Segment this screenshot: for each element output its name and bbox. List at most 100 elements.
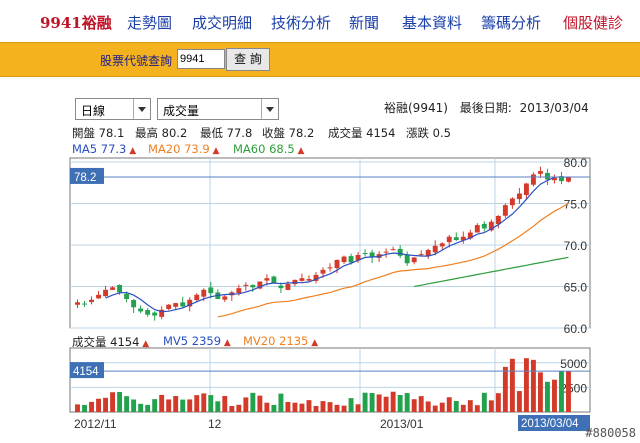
volume-bar <box>397 395 403 412</box>
last-date: 2013/03/04 <box>519 101 589 115</box>
volume-bar <box>552 379 557 412</box>
stock-name-code: 裕融(9941) <box>384 101 448 115</box>
candle-body <box>552 177 557 181</box>
volume-bar <box>537 372 543 412</box>
volume-bar <box>327 402 333 412</box>
stat-low: 最低 77.8 <box>200 126 253 140</box>
candle-body <box>327 267 333 269</box>
volume-bar <box>502 366 508 412</box>
nav-trade-detail[interactable]: 成交明細 <box>192 14 253 32</box>
date-marker: 2013/03/04 <box>521 418 579 430</box>
volume-bar <box>215 401 221 412</box>
candle-body <box>425 249 431 256</box>
volume-bar <box>82 404 87 412</box>
volume-bar <box>404 393 410 412</box>
volume-bar <box>299 403 305 412</box>
volume-bar <box>341 405 347 412</box>
volume-bar <box>229 405 235 412</box>
candle-body <box>467 232 473 239</box>
candle-body <box>173 303 179 307</box>
candle-body <box>131 300 137 308</box>
volume-bar <box>460 404 466 412</box>
volume-bar <box>264 402 270 412</box>
candle-body <box>397 248 403 256</box>
nav-stock-title[interactable]: 9941裕融 <box>40 14 112 32</box>
candle-body <box>187 299 193 307</box>
candle-body <box>404 254 410 264</box>
volume-bar <box>180 399 186 412</box>
volume-marker-box <box>70 362 104 379</box>
volume-bar <box>257 395 263 412</box>
candle-body <box>159 309 165 317</box>
candle-body <box>495 215 501 225</box>
volume-bar <box>467 400 473 412</box>
price-tick-label: 75.0 <box>564 198 588 212</box>
candle-body <box>537 171 543 174</box>
candle-body <box>453 237 459 241</box>
volume-bar <box>306 400 312 412</box>
volume-bar <box>313 405 319 412</box>
candle-body <box>103 289 109 297</box>
indicator-select-value: 成交量 <box>163 104 200 118</box>
volume-bar <box>376 394 382 412</box>
candle-body <box>566 176 571 182</box>
price-tick-label: 70.0 <box>564 239 588 253</box>
nav-news[interactable]: 新聞 <box>349 14 380 32</box>
candle-body <box>180 302 186 307</box>
query-button[interactable]: 查 詢 <box>226 48 270 71</box>
volume-bar <box>530 359 536 412</box>
stock-header: 裕融(9941) 最後日期: 2013/03/04 <box>384 99 589 116</box>
candle-body <box>355 254 361 261</box>
candle-body <box>201 289 207 297</box>
period-select[interactable]: 日線 <box>75 98 151 120</box>
candle-body <box>285 284 291 290</box>
stock-code-input[interactable] <box>177 49 225 69</box>
candle-body <box>110 287 116 290</box>
price-tick-label: 80.0 <box>564 156 588 170</box>
volume-bar <box>488 400 494 412</box>
volume-tick-label: 5000 <box>560 357 587 371</box>
candle-body <box>264 278 270 281</box>
candle-body <box>313 274 319 281</box>
volume-bar <box>411 399 417 412</box>
candle-body <box>299 278 305 281</box>
mv20-legend: MV20 2135 ▲ <box>243 334 319 348</box>
volume-marker: 4154 <box>73 366 99 378</box>
candle-body <box>523 183 529 195</box>
volume-bar <box>166 399 172 412</box>
candle-body <box>530 174 536 185</box>
candle-body <box>75 302 80 305</box>
volume-bar <box>285 401 291 412</box>
candle-body <box>460 236 466 241</box>
volume-bar <box>208 395 214 412</box>
last-date-label: 最後日期: <box>459 101 512 115</box>
nav-chip-analysis[interactable]: 籌碼分析 <box>481 14 542 32</box>
candle-body <box>334 259 340 269</box>
chevron-down-icon <box>261 99 278 119</box>
volume-bar <box>383 396 389 412</box>
price-panel-frame <box>69 157 591 329</box>
volume-bar <box>152 399 158 412</box>
candle-body <box>362 252 368 254</box>
candle-body <box>278 285 284 289</box>
volume-bar <box>96 398 102 412</box>
nav-stock-checkup[interactable]: 個股健診 <box>563 14 624 32</box>
candle-body <box>236 288 242 294</box>
volume-tick-label: 2500 <box>560 381 587 395</box>
indicator-select[interactable]: 成交量 <box>157 98 279 120</box>
candle-body <box>222 296 228 300</box>
volume-bar <box>236 404 242 412</box>
nav-basic-info[interactable]: 基本資料 <box>402 14 463 32</box>
volume-bar <box>355 404 361 412</box>
volume-bar <box>516 391 522 412</box>
nav-technical-analysis[interactable]: 技術分析 <box>271 14 332 32</box>
candle-body <box>243 284 249 286</box>
volume-bar <box>425 401 431 412</box>
candle-body <box>439 243 445 247</box>
candle-body <box>271 276 277 284</box>
nav-trend-chart[interactable]: 走勢圖 <box>127 14 173 32</box>
candle-body <box>208 287 214 294</box>
volume-bar <box>201 393 207 412</box>
x-tick-label: 12 <box>208 417 222 431</box>
volume-bar <box>453 401 459 412</box>
